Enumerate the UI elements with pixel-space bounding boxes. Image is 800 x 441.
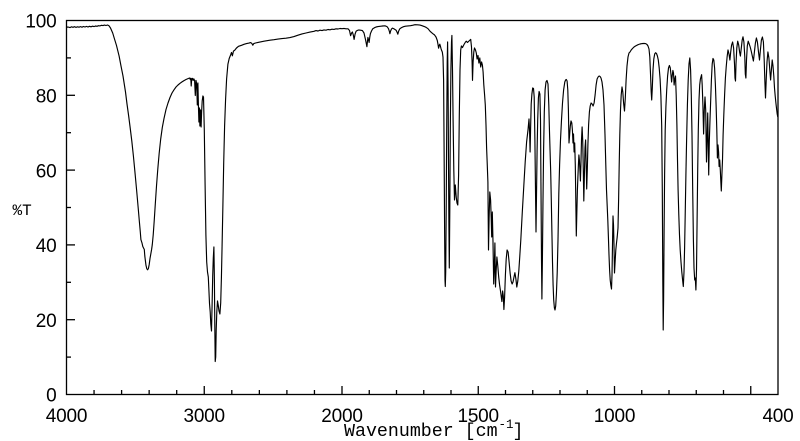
svg-text:-1: -1 [499,418,514,432]
svg-text:]: ] [513,422,524,441]
svg-text:80: 80 [36,87,57,108]
svg-text:3000: 3000 [183,406,224,427]
svg-text:20: 20 [36,311,57,332]
svg-text:1500: 1500 [457,406,498,427]
svg-text:%T: %T [13,202,32,220]
svg-text:4000: 4000 [46,406,87,427]
svg-text:400: 400 [762,406,793,427]
svg-text:100: 100 [25,12,56,33]
svg-text:0: 0 [46,386,56,407]
svg-text:40: 40 [36,236,57,257]
svg-text:60: 60 [36,161,57,182]
svg-text:1000: 1000 [594,406,635,427]
svg-text:Wavenumber [cm: Wavenumber [cm [344,422,498,441]
svg-text:2000: 2000 [321,406,362,427]
